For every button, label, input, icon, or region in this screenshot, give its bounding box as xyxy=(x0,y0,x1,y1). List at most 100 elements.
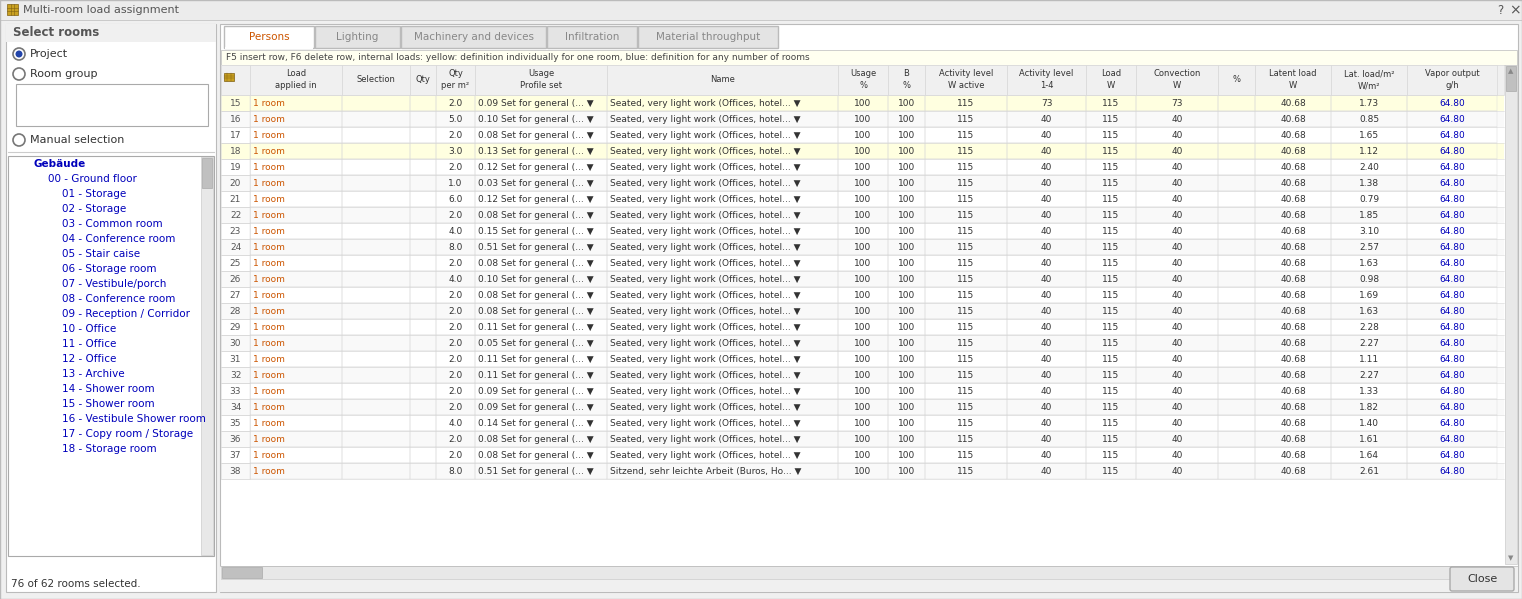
Text: 100: 100 xyxy=(854,274,872,283)
Bar xyxy=(1406,399,1498,415)
Text: 40.68: 40.68 xyxy=(1280,291,1306,300)
Text: Seated, very light work (Offices, hotel... ▼: Seated, very light work (Offices, hotel.… xyxy=(610,114,801,123)
Bar xyxy=(221,24,1517,592)
Text: 0.11 Set for general (... ▼: 0.11 Set for general (... ▼ xyxy=(478,371,594,380)
Bar xyxy=(887,127,925,143)
Bar xyxy=(607,303,839,319)
Bar xyxy=(342,159,409,175)
Text: Seated, very light work (Offices, hotel... ▼: Seated, very light work (Offices, hotel.… xyxy=(610,274,801,283)
Bar xyxy=(839,319,887,335)
Bar xyxy=(1218,367,1256,383)
Bar xyxy=(409,255,435,271)
Bar xyxy=(1332,447,1406,463)
Text: 33: 33 xyxy=(230,386,242,395)
Bar xyxy=(925,351,1008,367)
Text: Seated, very light work (Offices, hotel... ▼: Seated, very light work (Offices, hotel.… xyxy=(610,179,801,187)
Bar xyxy=(221,239,250,255)
Text: 2.0: 2.0 xyxy=(449,210,463,219)
Text: 02 - Storage: 02 - Storage xyxy=(62,204,126,214)
Text: 38: 38 xyxy=(230,467,242,476)
Text: 31: 31 xyxy=(230,355,242,364)
Bar xyxy=(1087,383,1135,399)
Bar xyxy=(839,303,887,319)
Text: 17: 17 xyxy=(230,131,242,140)
Text: 100: 100 xyxy=(854,259,872,268)
Bar xyxy=(1332,127,1406,143)
Bar xyxy=(221,65,250,95)
Bar xyxy=(475,143,607,159)
Bar xyxy=(925,223,1008,239)
Bar xyxy=(1087,143,1135,159)
Text: 11 - Office: 11 - Office xyxy=(62,339,116,349)
Text: 2.40: 2.40 xyxy=(1359,162,1379,171)
Text: 64.80: 64.80 xyxy=(1440,210,1464,219)
Text: 4.0: 4.0 xyxy=(449,226,463,235)
Bar xyxy=(1087,367,1135,383)
Text: 1.69: 1.69 xyxy=(1359,291,1379,300)
Text: Load: Load xyxy=(286,69,306,78)
Text: Selection: Selection xyxy=(356,75,396,84)
Bar xyxy=(1332,367,1406,383)
Bar xyxy=(1332,399,1406,415)
Text: 1.11: 1.11 xyxy=(1359,355,1379,364)
Bar xyxy=(887,303,925,319)
Bar xyxy=(409,319,435,335)
Text: 20: 20 xyxy=(230,179,240,187)
Bar xyxy=(887,65,925,95)
Text: 0.15 Set for general (... ▼: 0.15 Set for general (... ▼ xyxy=(478,226,594,235)
Bar xyxy=(1256,399,1332,415)
Bar xyxy=(221,127,1504,143)
Bar xyxy=(1332,463,1406,479)
Bar xyxy=(342,415,409,431)
Text: 115: 115 xyxy=(957,467,974,476)
Text: 40: 40 xyxy=(1172,371,1183,380)
Text: 40: 40 xyxy=(1172,291,1183,300)
Text: 100: 100 xyxy=(898,403,915,412)
Bar xyxy=(1218,319,1256,335)
Text: 40: 40 xyxy=(1172,259,1183,268)
Text: Latent load: Latent load xyxy=(1269,69,1317,78)
Text: 1 room: 1 room xyxy=(253,291,285,300)
Text: 40.68: 40.68 xyxy=(1280,371,1306,380)
Bar xyxy=(839,351,887,367)
Text: 115: 115 xyxy=(1102,195,1120,204)
Bar xyxy=(1008,383,1087,399)
Text: Machinery and devices: Machinery and devices xyxy=(414,32,534,42)
Bar xyxy=(1008,447,1087,463)
Bar xyxy=(409,287,435,303)
Bar xyxy=(1135,271,1218,287)
Text: Seated, very light work (Offices, hotel... ▼: Seated, very light work (Offices, hotel.… xyxy=(610,450,801,459)
Bar xyxy=(17,84,209,126)
Text: 100: 100 xyxy=(854,371,872,380)
Bar xyxy=(1406,95,1498,111)
Text: Project: Project xyxy=(30,49,68,59)
Text: 40: 40 xyxy=(1172,467,1183,476)
FancyBboxPatch shape xyxy=(1450,567,1514,591)
Bar xyxy=(224,73,234,81)
Bar xyxy=(221,399,1504,415)
Text: 115: 115 xyxy=(1102,322,1120,331)
Bar xyxy=(607,159,839,175)
Bar xyxy=(1087,447,1135,463)
Bar xyxy=(1008,175,1087,191)
Bar xyxy=(250,367,342,383)
Text: 115: 115 xyxy=(1102,147,1120,156)
Text: 2.0: 2.0 xyxy=(449,450,463,459)
Bar xyxy=(925,271,1008,287)
Text: 115: 115 xyxy=(957,450,974,459)
Bar xyxy=(475,463,607,479)
Text: 115: 115 xyxy=(957,243,974,252)
Text: 100: 100 xyxy=(898,419,915,428)
Bar xyxy=(607,255,839,271)
Bar xyxy=(221,367,1504,383)
Bar xyxy=(1256,239,1332,255)
Text: 100: 100 xyxy=(898,114,915,123)
Bar xyxy=(1087,351,1135,367)
Bar xyxy=(250,383,342,399)
Text: %: % xyxy=(1233,75,1240,84)
Text: 64.80: 64.80 xyxy=(1440,162,1464,171)
Text: 2.0: 2.0 xyxy=(449,291,463,300)
Text: Material throughput: Material throughput xyxy=(656,32,759,42)
Bar xyxy=(1008,351,1087,367)
Bar xyxy=(435,255,475,271)
